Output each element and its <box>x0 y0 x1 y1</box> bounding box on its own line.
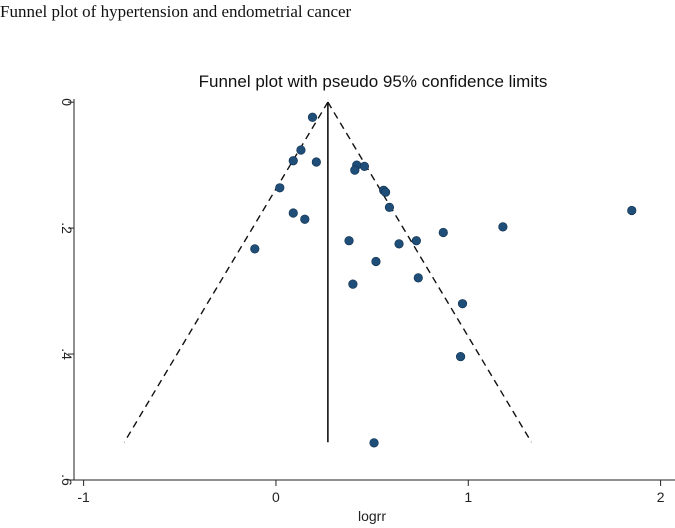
data-point <box>413 273 423 283</box>
data-point <box>300 214 310 224</box>
data-point <box>344 236 354 246</box>
x-tick-label: 1 <box>464 489 472 505</box>
data-point <box>380 187 391 197</box>
data-point <box>288 208 298 218</box>
data-point <box>457 299 468 309</box>
y-tick-label: .6 <box>59 474 75 486</box>
y-tick-label: 0 <box>59 98 75 106</box>
data-point <box>455 351 466 362</box>
data-point <box>359 161 370 171</box>
data-point <box>350 165 360 175</box>
data-point <box>411 236 421 246</box>
data-point <box>348 279 358 289</box>
data-point <box>384 202 395 212</box>
figure-caption: Funnel plot of hypertension and endometr… <box>0 2 352 21</box>
y-tick-label: .2 <box>59 222 75 234</box>
chart-title: Funnel plot with pseudo 95% confidence l… <box>199 72 548 91</box>
x-tick-label: 2 <box>657 489 665 505</box>
data-point <box>288 156 298 166</box>
data-point <box>250 244 260 254</box>
funnel-right-limit <box>327 101 533 443</box>
x-axis-label: logrr <box>358 508 386 524</box>
data-point <box>438 227 448 238</box>
x-tick-label: -1 <box>77 489 90 505</box>
data-point <box>369 438 379 448</box>
y-tick-label: .4 <box>59 348 75 360</box>
plot-area: -1 0 1 2 0 .2 .4 .6 <box>59 98 675 505</box>
data-point <box>394 239 404 249</box>
data-point <box>307 112 318 122</box>
data-point <box>498 222 508 232</box>
data-point <box>627 205 637 216</box>
data-point <box>275 183 285 193</box>
x-tick-label: 0 <box>272 489 280 505</box>
data-point <box>311 157 321 167</box>
funnel-left-limit <box>123 101 329 443</box>
data-point <box>371 256 381 267</box>
data-point <box>296 145 306 155</box>
